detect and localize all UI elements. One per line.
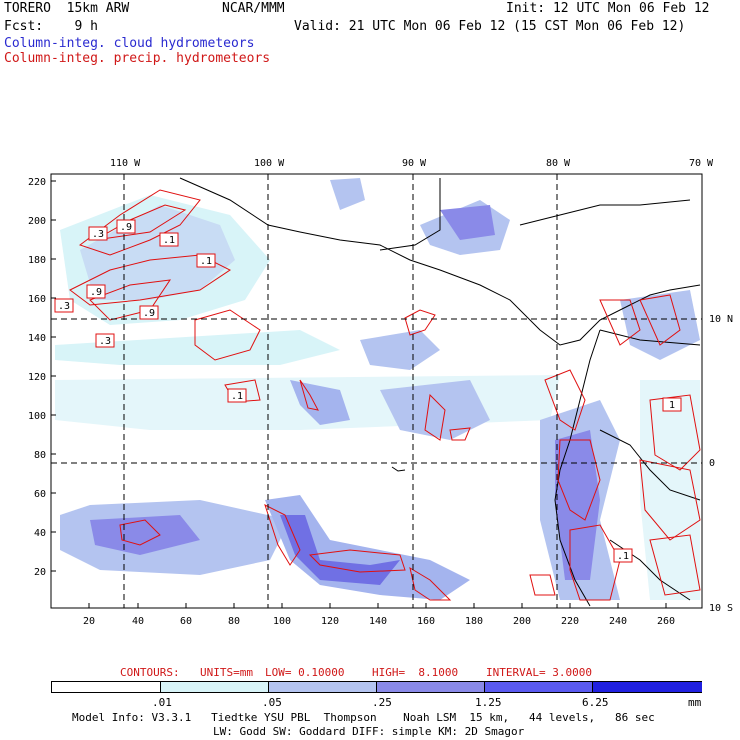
lat-label-0: 0 (709, 458, 715, 469)
colorbar-swatch (52, 682, 160, 692)
contour-low: LOW= 0.10000 (265, 666, 345, 679)
colorbar-swatch (160, 682, 269, 692)
cloud-shading (51, 174, 702, 608)
contour-value-label: .3 (58, 301, 70, 312)
contour-value-label: .1 (617, 551, 629, 562)
lon-label-70w: 70 W (689, 158, 714, 169)
lat-lon-grid (51, 174, 702, 608)
organization-label: NCAR/MMM (222, 1, 285, 16)
cloud-field-title: Column-integ. cloud hydrometeors (4, 36, 255, 51)
y-tick-label: 120 (28, 372, 46, 383)
x-tick-label: 80 (228, 616, 240, 627)
map-frame (50, 173, 703, 609)
y-tick-label: 140 (28, 333, 46, 344)
contour-value-label: .1 (231, 391, 243, 402)
x-tick-label: 60 (180, 616, 192, 627)
x-tick-label: 180 (465, 616, 483, 627)
colorbar-units: mm (688, 696, 702, 709)
contour-value-label: .1 (163, 235, 175, 246)
x-tick-label: 100 (273, 616, 291, 627)
x-tick-label: 20 (83, 616, 95, 627)
contour-value-label: 1 (669, 400, 675, 411)
x-tick-label: 240 (609, 616, 627, 627)
model-info-line2: LW: Godd SW: Goddard DIFF: simple KM: 2D… (213, 725, 525, 738)
colorbar-label: 6.25 (582, 696, 609, 709)
y-tick-label: 180 (28, 255, 46, 266)
y-tick-label: 40 (34, 528, 46, 539)
y-tick-label: 100 (28, 411, 46, 422)
x-tick-label: 200 (513, 616, 531, 627)
precip-contours (69, 189, 701, 601)
model-info-line1: Model Info: V3.3.1 Tiedtke YSU PBL Thomp… (72, 711, 655, 724)
contour-units: UNITS=mm (200, 666, 253, 679)
x-tick-label: 120 (321, 616, 339, 627)
x-tick-label: 140 (369, 616, 387, 627)
lat-label-10s: 10 S (709, 603, 733, 614)
x-tick-label: 40 (132, 616, 144, 627)
colorbar-label: 1.25 (475, 696, 502, 709)
colorbar-swatch (484, 682, 593, 692)
model-title: TORERO 15km ARW (4, 1, 130, 16)
contour-interval: INTERVAL= 3.0000 (486, 666, 592, 679)
contour-value-label: .9 (143, 308, 155, 319)
x-tick-label: 160 (417, 616, 435, 627)
contour-value-label: .9 (120, 222, 132, 233)
y-tick-label: 20 (34, 567, 46, 578)
y-tick-label: 200 (28, 216, 46, 227)
contour-label: CONTOURS: (120, 666, 180, 679)
y-tick-label: 80 (34, 450, 46, 461)
contour-value-label: .9 (90, 287, 102, 298)
colorbar-swatch (592, 682, 702, 692)
init-time: Init: 12 UTC Mon 06 Feb 12 (506, 1, 710, 16)
colorbar-label: .05 (262, 696, 282, 709)
colorbar-label: .25 (372, 696, 392, 709)
contour-high: HIGH= 8.1000 (372, 666, 459, 679)
frame-ticks (51, 180, 667, 608)
x-tick-label: 220 (561, 616, 579, 627)
y-tick-label: 220 (28, 177, 46, 188)
lon-label-110w: 110 W (110, 158, 141, 169)
colorbar-swatch (268, 682, 377, 692)
forecast-hour: Fcst: 9 h (4, 19, 98, 34)
colorbar (51, 681, 702, 693)
lat-label-10n: 10 N (709, 314, 733, 325)
valid-time: Valid: 21 UTC Mon 06 Feb 12 (15 CST Mon … (294, 19, 686, 34)
colorbar-label: .01 (152, 696, 172, 709)
lon-label-90w: 90 W (402, 158, 427, 169)
lon-label-80w: 80 W (546, 158, 571, 169)
colorbar-swatch (376, 682, 485, 692)
contour-value-label: .3 (99, 336, 111, 347)
x-tick-label: 260 (657, 616, 675, 627)
contour-value-label: .3 (92, 229, 104, 240)
contour-value-label: .1 (200, 256, 212, 267)
precip-field-title: Column-integ. precip. hydrometeors (4, 51, 271, 66)
y-tick-label: 60 (34, 489, 46, 500)
contour-box-labels: .3 .9 .1 .1 .9 .3 .9 .3 .1 .1 1 (54, 219, 682, 563)
y-tick-label: 160 (28, 294, 46, 305)
lon-label-100w: 100 W (254, 158, 285, 169)
